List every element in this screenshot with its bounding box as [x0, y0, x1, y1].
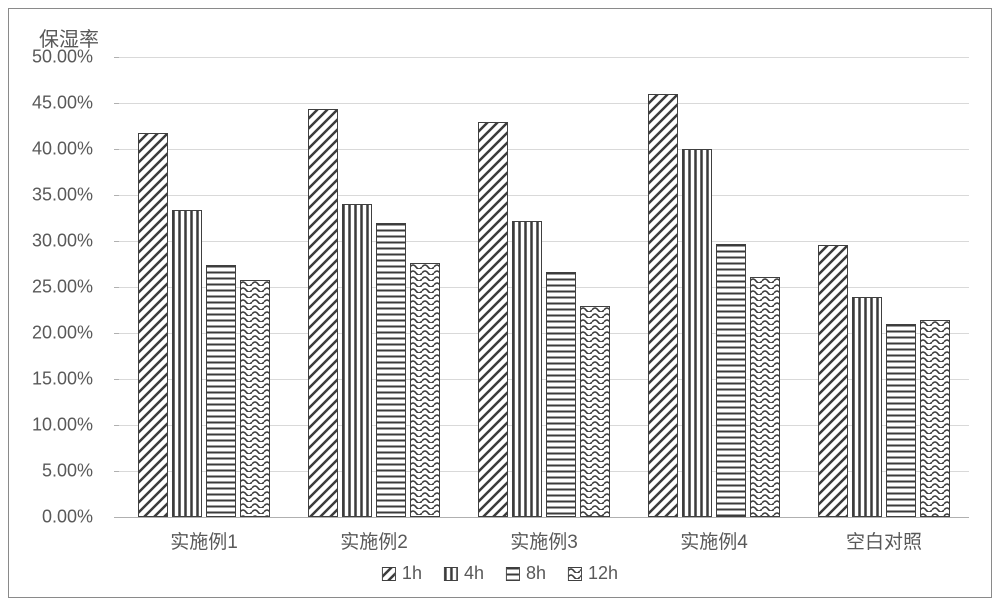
y-tick-label: 45.00%: [13, 93, 93, 114]
grid-line: [119, 241, 969, 242]
legend-item-12h: 12h: [568, 563, 618, 584]
legend-swatch-icon: [444, 567, 458, 581]
bar-1h: [308, 109, 338, 517]
y-tick-label: 10.00%: [13, 415, 93, 436]
bar-1h: [138, 133, 168, 517]
x-category-label: 实施例4: [680, 527, 748, 554]
y-tick-label: 50.00%: [13, 47, 93, 68]
y-tick-label: 20.00%: [13, 323, 93, 344]
bar-8h: [886, 324, 916, 517]
y-tick-mark: [114, 379, 119, 380]
bar-12h: [750, 277, 780, 517]
bar-12h: [410, 263, 440, 517]
grid-line: [119, 103, 969, 104]
bar-1h: [648, 94, 678, 517]
legend-label: 4h: [464, 563, 484, 584]
legend-swatch-icon: [568, 567, 582, 581]
bar-4h: [172, 210, 202, 517]
x-category-label: 实施例3: [510, 527, 578, 554]
x-category-label: 空白对照: [846, 527, 922, 554]
x-category-label: 实施例2: [340, 527, 408, 554]
bar-4h: [512, 221, 542, 517]
y-tick-mark: [114, 333, 119, 334]
grid-line: [119, 57, 969, 58]
y-tick-mark: [114, 471, 119, 472]
legend-item-4h: 4h: [444, 563, 484, 584]
bar-8h: [206, 265, 236, 517]
bar-8h: [376, 223, 406, 517]
y-tick-label: 40.00%: [13, 139, 93, 160]
legend-item-8h: 8h: [506, 563, 546, 584]
chart-frame: 保湿率 1h4h8h12h 0.00%5.00%10.00%15.00%20.0…: [8, 8, 992, 598]
plot-area: [119, 57, 969, 518]
y-tick-label: 30.00%: [13, 231, 93, 252]
legend-label: 8h: [526, 563, 546, 584]
legend-label: 12h: [588, 563, 618, 584]
y-tick-mark: [114, 241, 119, 242]
x-category-label: 实施例1: [170, 527, 238, 554]
grid-line: [119, 195, 969, 196]
bar-12h: [920, 320, 950, 517]
y-tick-mark: [114, 103, 119, 104]
bar-4h: [682, 149, 712, 517]
y-tick-label: 15.00%: [13, 369, 93, 390]
y-tick-label: 0.00%: [13, 507, 93, 528]
y-tick-mark: [114, 425, 119, 426]
bar-12h: [580, 306, 610, 517]
y-tick-mark: [114, 287, 119, 288]
y-tick-mark: [114, 57, 119, 58]
bar-12h: [240, 280, 270, 517]
bar-1h: [818, 245, 848, 517]
legend: 1h 4h 8h 12h: [382, 563, 618, 584]
y-tick-mark: [114, 149, 119, 150]
bar-4h: [852, 297, 882, 517]
y-tick-mark: [114, 517, 119, 518]
legend-swatch-icon: [506, 567, 520, 581]
y-tick-label: 5.00%: [13, 461, 93, 482]
legend-label: 1h: [402, 563, 422, 584]
y-tick-label: 35.00%: [13, 185, 93, 206]
y-tick-mark: [114, 195, 119, 196]
bar-4h: [342, 204, 372, 517]
grid-line: [119, 149, 969, 150]
bar-8h: [546, 272, 576, 517]
legend-swatch-icon: [382, 567, 396, 581]
bar-1h: [478, 122, 508, 517]
legend-item-1h: 1h: [382, 563, 422, 584]
y-tick-label: 25.00%: [13, 277, 93, 298]
bar-8h: [716, 244, 746, 517]
